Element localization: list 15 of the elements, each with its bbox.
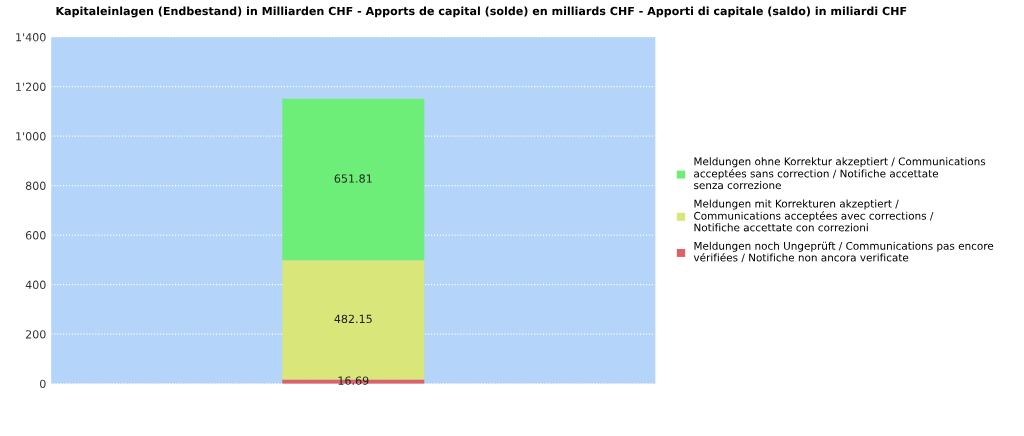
bar	[282, 98, 425, 261]
y-tick-label: 0	[40, 379, 46, 389]
y-tick-label: 400	[25, 280, 46, 290]
legend-label: Meldungen ohne Korrektur akzeptiert / Communications acceptées sans correction / Notifiche accettate senza correzione	[694, 157, 986, 190]
chart-title: Kapitaleinlagen (Endbestand) in Milliarden CHF - Apports de capital (solde) en milliards CHF - Apporti di capitale (saldo) in miliardi CHF	[56, 6, 907, 18]
data-label: 651.81	[334, 174, 372, 183]
legend-label: Meldungen mit Korrekturen akzeptiert / Communications acceptées avec corrections / Notifiche accettate con correzioni	[694, 199, 934, 232]
data-label: 482.15	[334, 314, 372, 324]
legend-label: Meldungen noch Ungeprüft / Communications pas encore vérifiées / Notifiche non ancora verificate	[693, 241, 994, 263]
y-tick-label: 1'000	[16, 132, 46, 141]
y-tick-label: 1'400	[16, 33, 46, 42]
y-tick-label: 200	[25, 330, 46, 339]
y-tick-label: 800	[25, 181, 46, 190]
y-tick-label: 1'200	[16, 82, 46, 91]
y-tick-label: 600	[25, 231, 46, 240]
